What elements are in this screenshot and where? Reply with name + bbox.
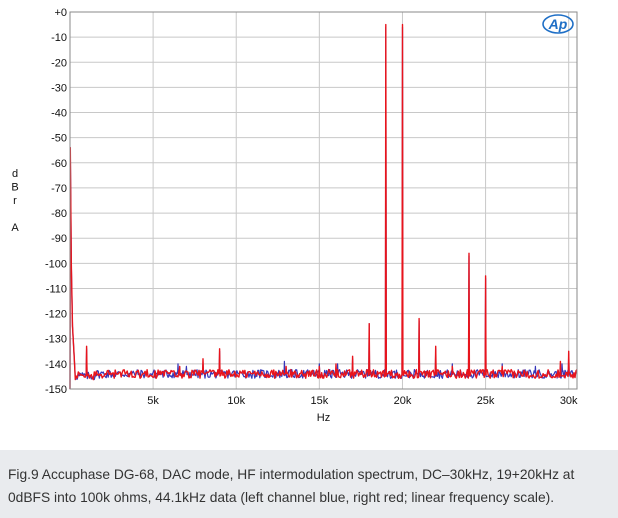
y-axis-title-letter: A bbox=[11, 222, 19, 234]
x-tick-label: 15k bbox=[310, 395, 328, 407]
y-tick-label: -110 bbox=[46, 283, 67, 295]
logo-text: Ap bbox=[548, 16, 568, 32]
x-tick-label: 30k bbox=[560, 395, 578, 407]
ap-logo: Ap bbox=[542, 14, 574, 34]
x-tick-label: 20k bbox=[394, 395, 412, 407]
y-tick-label: -40 bbox=[51, 108, 67, 120]
y-tick-label: -140 bbox=[45, 359, 67, 371]
plot-area bbox=[70, 12, 577, 389]
chart-figure: +0 -10 -20 -30 -40 -50 -60 -70 -80 -90 -100 -110 -12… bbox=[11, 7, 579, 424]
tick-labels: +0 -10 -20 -30 -40 -50 -60 -70 -80 -90 -100 -110 -12… bbox=[45, 7, 578, 407]
y-tick-label: -100 bbox=[45, 258, 67, 270]
y-tick-label: -50 bbox=[51, 133, 67, 145]
series-layer bbox=[69, 23, 578, 390]
series-line bbox=[69, 23, 578, 390]
y-axis-title-letter: d bbox=[12, 168, 18, 180]
y-axis-title-letter: B bbox=[11, 182, 18, 194]
caption-box: Fig.9 Accuphase DG-68, DAC mode, HF inte… bbox=[0, 450, 618, 518]
figure-caption: Fig.9 Accuphase DG-68, DAC mode, HF inte… bbox=[8, 467, 575, 505]
grid bbox=[70, 11, 577, 390]
y-axis-title-letter: r bbox=[13, 195, 17, 207]
y-tick-label: -130 bbox=[45, 334, 67, 346]
y-tick-label: -90 bbox=[51, 233, 67, 245]
y-tick-label: -120 bbox=[45, 309, 67, 321]
y-tick-label: -10 bbox=[51, 32, 67, 44]
y-tick-label: -60 bbox=[51, 158, 67, 170]
spectrum-chart: +0 -10 -20 -30 -40 -50 -60 -70 -80 -90 -100 -110 -12… bbox=[11, 7, 578, 424]
plot-frame bbox=[69, 11, 578, 390]
x-tick-label: 25k bbox=[477, 395, 495, 407]
x-tick-label: 10k bbox=[227, 395, 245, 407]
x-tick-label: 5k bbox=[147, 395, 159, 407]
y-tick-label: -20 bbox=[51, 57, 67, 69]
y-axis-title: dBr A bbox=[11, 168, 19, 234]
y-tick-label: +0 bbox=[54, 7, 67, 19]
y-tick-label: -150 bbox=[45, 384, 67, 396]
logo-ellipse bbox=[542, 14, 574, 34]
y-tick-label: -80 bbox=[51, 208, 67, 220]
x-axis-title: Hz bbox=[317, 412, 330, 424]
y-tick-label: -70 bbox=[51, 183, 67, 195]
y-tick-label: -30 bbox=[51, 82, 67, 94]
